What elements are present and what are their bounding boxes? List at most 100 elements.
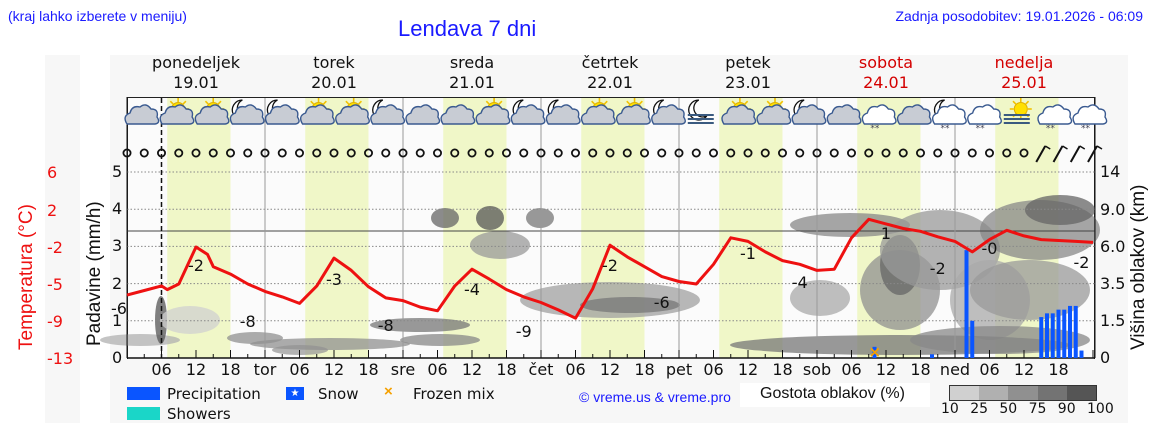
calm-wind-icon <box>571 148 581 158</box>
daylight-band <box>305 98 369 358</box>
temperature-value-label: -6 <box>654 293 670 312</box>
cloud-snow-icon: ** <box>1072 104 1108 134</box>
calm-wind-icon <box>1002 148 1012 158</box>
calm-wind-icon <box>657 148 667 158</box>
day-date: 23.01 <box>725 73 771 92</box>
x-tick: ned <box>939 360 971 379</box>
cloud-density-tick: 25 <box>970 401 989 417</box>
calm-wind-icon <box>277 148 287 158</box>
day-name: četrtek <box>581 53 639 72</box>
day-name: sobota <box>858 53 914 72</box>
day-label-6: nedelja 25.01 <box>964 53 1084 93</box>
frozen-mix-icon: × <box>384 383 393 400</box>
calm-wind-icon <box>294 148 304 158</box>
cloud-height-tick: 6.0 <box>1100 237 1126 256</box>
calm-wind-icon <box>208 148 218 158</box>
cloudy-icon <box>405 104 441 125</box>
precipitation-tick: 0 <box>112 348 123 367</box>
calm-wind-icon <box>864 148 874 158</box>
x-tick: 18 <box>358 360 379 379</box>
cloud-density-tick: 50 <box>999 401 1018 417</box>
moon-fog-icon <box>687 99 714 124</box>
calm-wind-icon <box>484 148 494 158</box>
cloud-snow-icon: ** <box>1037 104 1073 134</box>
cloud-height-axis-label: Višina oblakov (km) <box>1128 184 1149 350</box>
precipitation-tick: 2 <box>112 273 123 293</box>
cloud-density-blob <box>250 338 410 350</box>
x-tick: 18 <box>1048 360 1069 379</box>
showers-swatch <box>127 407 160 420</box>
calm-wind-icon <box>829 148 839 158</box>
temperature-value-label: -4 <box>464 280 480 299</box>
calm-wind-icon <box>640 148 650 158</box>
cloud-height-tick: 0 <box>1100 348 1111 367</box>
x-tick: 18 <box>910 360 931 379</box>
calm-wind-icon <box>139 148 149 158</box>
day-name: nedelja <box>994 53 1054 72</box>
temperature-value-label: -9 <box>516 322 532 341</box>
cloud-density-blob <box>470 231 530 259</box>
moon-cloud-icon <box>264 99 300 125</box>
temp-axis-panel <box>45 55 80 423</box>
calm-wind-icon <box>156 148 166 158</box>
cloud-density-swatch <box>1037 386 1067 400</box>
temperature-tick: -9 <box>47 312 63 331</box>
precipitation-bar <box>1068 305 1072 358</box>
frozen-mix-legend-label: Frozen mix <box>413 385 495 403</box>
svg-text:**: ** <box>941 124 951 134</box>
temperature-value-label: -2 <box>1074 253 1090 272</box>
last-updated: Zadnja posodobitev: 19.01.2026 - 06:09 <box>895 8 1143 24</box>
svg-text:**: ** <box>1046 124 1056 134</box>
sun-cloud-icon <box>194 98 230 125</box>
day-label-3: četrtek 22.01 <box>550 53 670 93</box>
calm-wind-icon <box>122 148 132 158</box>
temperature-tick: -2 <box>47 238 63 257</box>
x-tick: 12 <box>875 360 897 379</box>
temperature-value-label: -4 <box>792 273 808 292</box>
x-tick: 06 <box>289 360 310 379</box>
precipitation-bar <box>970 320 975 358</box>
cloud-density-swatch <box>950 386 980 400</box>
cloud-height-tick: 9.0 <box>1100 200 1126 219</box>
day-date: 24.01 <box>863 73 909 92</box>
x-tick: pet <box>665 360 693 379</box>
day-name: torek <box>313 53 355 72</box>
cloud-density-swatch <box>979 386 1009 400</box>
day-label-1: torek 20.01 <box>274 53 394 93</box>
location-hint-link[interactable]: (kraj lahko izberete v meniju) <box>8 8 187 24</box>
copyright-link[interactable]: © vreme.us & vreme.pro <box>579 389 731 405</box>
precipitation-tick: 1 <box>112 310 123 330</box>
moon-cloud-icon <box>545 99 581 125</box>
precipitation-bar <box>1062 309 1067 358</box>
calm-wind-icon <box>847 148 857 158</box>
x-tick: 18 <box>496 360 517 379</box>
cloud-density-tick: 10 <box>941 401 959 417</box>
temperature-line <box>126 217 1094 320</box>
day-date: 25.01 <box>1001 73 1047 92</box>
cloud-density-blob <box>100 334 180 346</box>
precipitation-tick: 3 <box>112 236 123 256</box>
cloudy-icon <box>896 104 932 125</box>
calm-wind-icon <box>674 148 684 158</box>
calm-wind-icon <box>933 148 943 158</box>
temperature-tick: 2 <box>47 201 58 220</box>
daylight-band <box>719 98 783 358</box>
cloud-density-tick: 75 <box>1028 401 1047 417</box>
cloud-height-tick: 3.5 <box>1100 274 1126 293</box>
cloud-density-blob <box>526 208 554 228</box>
calm-wind-icon <box>174 148 184 158</box>
calm-wind-icon <box>760 148 770 158</box>
x-tick: 12 <box>599 360 621 379</box>
calm-wind-icon <box>243 148 253 158</box>
precipitation-axis-label: Padavine (mm/h) <box>84 201 105 346</box>
sun-cloud-icon <box>721 98 757 125</box>
x-tick: 06 <box>151 360 172 379</box>
sun-fog-icon <box>1003 98 1032 124</box>
moon-cloud-icon <box>370 99 406 125</box>
frozen-mix-marker-icon: × <box>869 343 882 361</box>
svg-text:**: ** <box>1081 124 1091 134</box>
x-tick: 06 <box>979 360 1000 379</box>
moon-cloud-icon <box>791 99 827 125</box>
calm-wind-icon <box>795 148 805 158</box>
